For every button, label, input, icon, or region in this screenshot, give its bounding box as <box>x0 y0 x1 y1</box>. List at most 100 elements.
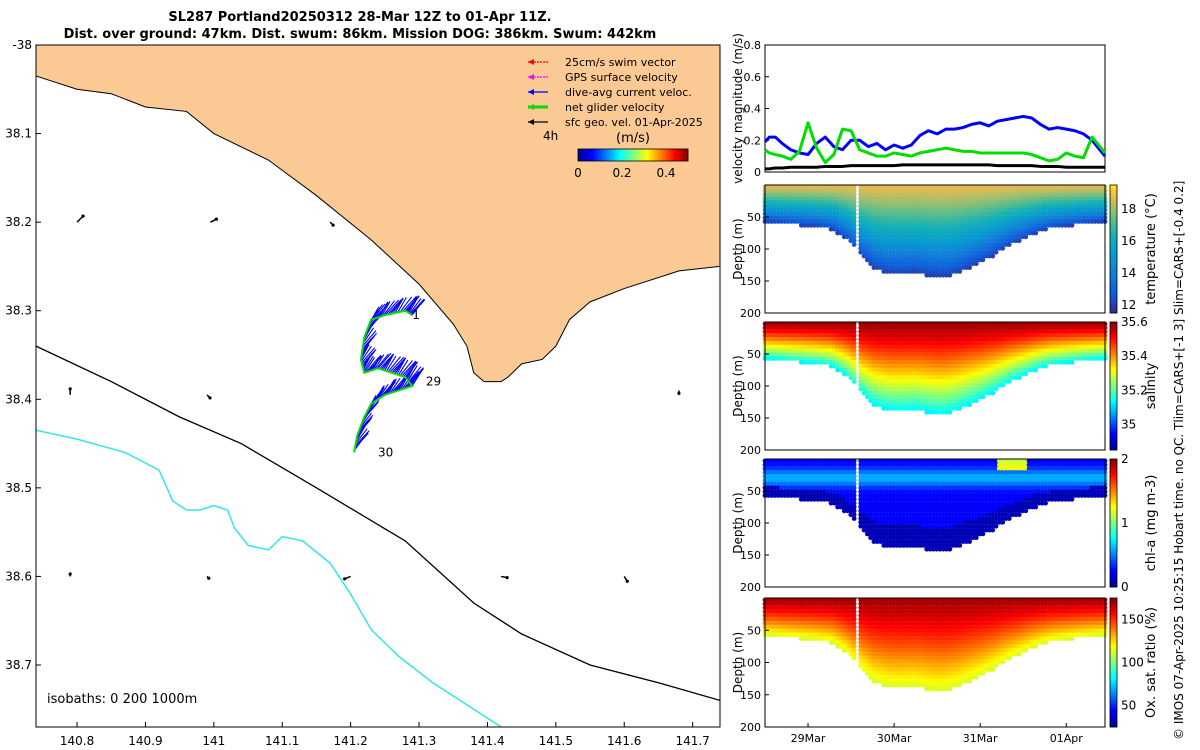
section-data-point <box>917 249 923 255</box>
section-data-point <box>841 230 847 236</box>
colorbar-tick-label: 0 <box>574 166 582 180</box>
section-data-point <box>782 196 788 201</box>
section-data-point <box>765 207 771 213</box>
section-data-point <box>901 192 907 198</box>
map-colorbar-cell <box>614 149 616 161</box>
section-data-point <box>881 261 887 267</box>
dive-avg-vector <box>396 359 406 375</box>
section-data-point <box>914 253 920 259</box>
section-data-point <box>871 257 877 263</box>
section-data-point <box>845 230 850 236</box>
section-data-point <box>838 230 844 236</box>
section-data-point <box>897 245 903 251</box>
section-data-point <box>861 215 867 221</box>
section-data-point <box>815 207 821 213</box>
section-data-point <box>792 211 798 217</box>
section-data-point <box>868 230 874 236</box>
section-data-point <box>897 257 903 263</box>
section-data-point <box>868 211 874 217</box>
section-data-point <box>805 184 811 190</box>
section-data-point <box>888 222 893 228</box>
section-data-point <box>828 207 834 213</box>
map-colorbar-cell <box>605 149 607 161</box>
section-data-point <box>785 192 791 198</box>
section-data-point <box>891 238 897 244</box>
section-data-point <box>838 215 844 221</box>
section-data-point <box>897 215 903 221</box>
section-data-point <box>861 192 867 198</box>
section-data-point <box>1006 242 1012 247</box>
section-data-point <box>904 265 910 270</box>
section-data-point <box>861 184 867 190</box>
section-data-point <box>1033 230 1039 236</box>
section-data-point <box>914 238 920 244</box>
legend-label: 25cm/s swim vector <box>565 56 676 69</box>
section-data-point <box>848 222 854 228</box>
section-data-point <box>818 192 824 198</box>
section-data-point <box>765 211 771 217</box>
map-colorbar-cell <box>675 149 677 161</box>
section-data-point <box>881 234 887 240</box>
section-data-point <box>871 219 877 224</box>
section-colorbar-tick-label: 35 <box>1121 417 1136 431</box>
section-data-point <box>782 188 788 194</box>
map-colorbar-frame <box>577 148 689 162</box>
section-data-point <box>769 184 775 190</box>
map-colorbar-cell <box>597 149 599 161</box>
section-data-point <box>765 199 771 205</box>
section-data-point <box>802 203 808 209</box>
section-data-point <box>894 207 900 213</box>
section-data-point <box>874 211 880 217</box>
section-data-point <box>835 219 841 224</box>
section-data-point <box>888 238 893 244</box>
section-data-point <box>878 222 883 228</box>
map-colorbar-cell <box>625 149 627 161</box>
map-colorbar-cell <box>677 149 679 161</box>
section-data-point <box>957 269 963 274</box>
section-data-point <box>808 215 814 221</box>
section-data-point <box>878 242 883 247</box>
section-data-point <box>947 546 953 552</box>
map-colorbar-cell <box>687 149 689 161</box>
section-data-point <box>825 215 831 221</box>
map-colorbar-cell <box>610 149 612 161</box>
section-data-point <box>822 188 827 194</box>
section-data-point <box>917 226 923 232</box>
section-data-point <box>884 222 890 228</box>
velocity-y-tick-label: 0.2 <box>744 134 762 147</box>
map-colorbar-cell <box>645 149 647 161</box>
section-data-point <box>874 249 880 255</box>
section-data-point <box>775 203 781 209</box>
section-data-point <box>914 257 920 263</box>
section-data-point <box>901 188 907 194</box>
section-data-point <box>907 261 913 267</box>
section-data-point <box>914 192 920 198</box>
section-data-point <box>907 257 913 263</box>
section-data-point <box>864 230 870 236</box>
section-data-point <box>904 253 910 259</box>
section-data-point <box>891 261 897 267</box>
map-y-tick-label: 38.5 <box>5 481 32 495</box>
section-data-point <box>881 238 887 244</box>
section-data-point <box>868 222 874 228</box>
section-data-point <box>864 199 870 205</box>
section-data-point <box>845 196 850 201</box>
map-colorbar-cell <box>586 149 588 161</box>
land-area <box>36 45 720 383</box>
section-data-point <box>831 192 837 198</box>
section-data-point <box>831 222 837 228</box>
section-data-point <box>884 265 890 270</box>
section-data-point <box>894 192 900 198</box>
glider-track <box>353 309 414 453</box>
map-colorbar-cell <box>590 149 592 161</box>
section-data-point <box>973 398 979 404</box>
map-colorbar-cell <box>638 149 640 161</box>
section-data-point <box>1000 245 1006 251</box>
map-colorbar-cell <box>631 149 633 161</box>
dive-avg-vector <box>363 355 374 372</box>
section-data-point <box>858 203 864 209</box>
section-data-point <box>891 253 897 259</box>
section-data-point <box>812 215 817 221</box>
map-colorbar-cell <box>607 149 609 161</box>
section-data-point <box>792 215 798 221</box>
